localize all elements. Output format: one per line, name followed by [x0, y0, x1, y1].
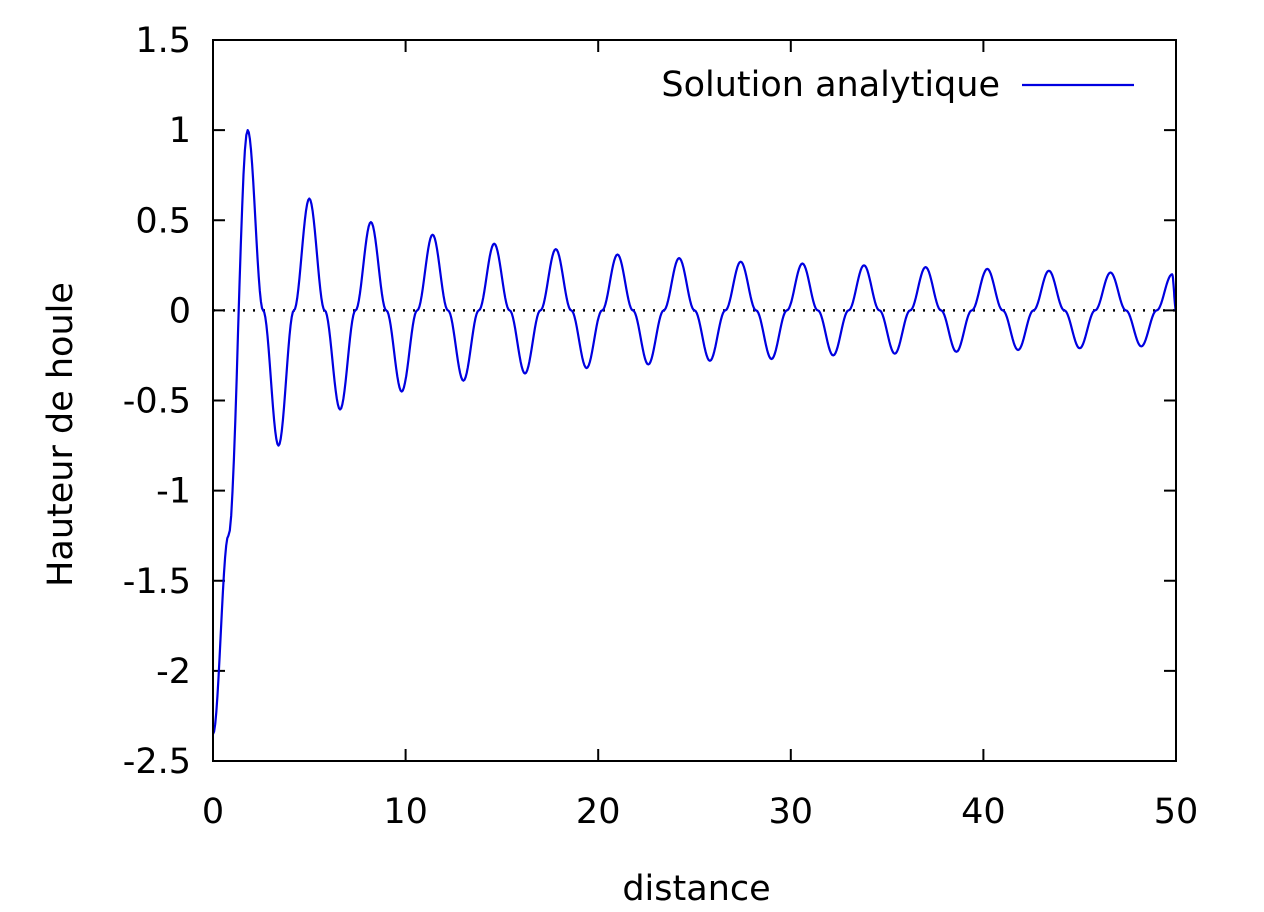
- y-axis-ticks: [213, 39, 1176, 762]
- legend: Solution analytique: [661, 65, 1134, 105]
- x-axis-ticks: [212, 40, 1177, 761]
- x-tick-label: 10: [383, 792, 428, 832]
- x-axis-tick-labels: 0 10 20 30 40 50: [202, 792, 1198, 832]
- x-tick-label: 0: [202, 792, 224, 832]
- y-tick-label: 1.5: [135, 21, 191, 61]
- y-tick-label: -2.5: [123, 742, 191, 782]
- y-tick-label: -2: [156, 652, 191, 692]
- y-tick-label: 1: [169, 111, 191, 151]
- series-line-solution-analytique: [211, 129, 1177, 735]
- y-axis-tick-labels: 1.5 1 0.5 0 -0.5 -1 -1.5 -2 -2.5: [123, 21, 191, 782]
- y-tick-label: -1.5: [123, 562, 191, 602]
- y-tick-label: -0.5: [123, 382, 191, 422]
- y-axis-label: Hauteur de houle: [41, 282, 81, 587]
- legend-label: Solution analytique: [661, 65, 1000, 105]
- y-tick-label: 0.5: [135, 201, 191, 241]
- y-tick-label: 0: [169, 291, 191, 331]
- x-tick-label: 20: [576, 792, 621, 832]
- x-axis-label: distance: [622, 869, 770, 909]
- x-tick-label: 30: [769, 792, 814, 832]
- y-tick-label: -1: [156, 472, 191, 512]
- plot-frame: [212, 39, 1177, 762]
- x-tick-label: 50: [1154, 792, 1199, 832]
- x-tick-label: 40: [961, 792, 1006, 832]
